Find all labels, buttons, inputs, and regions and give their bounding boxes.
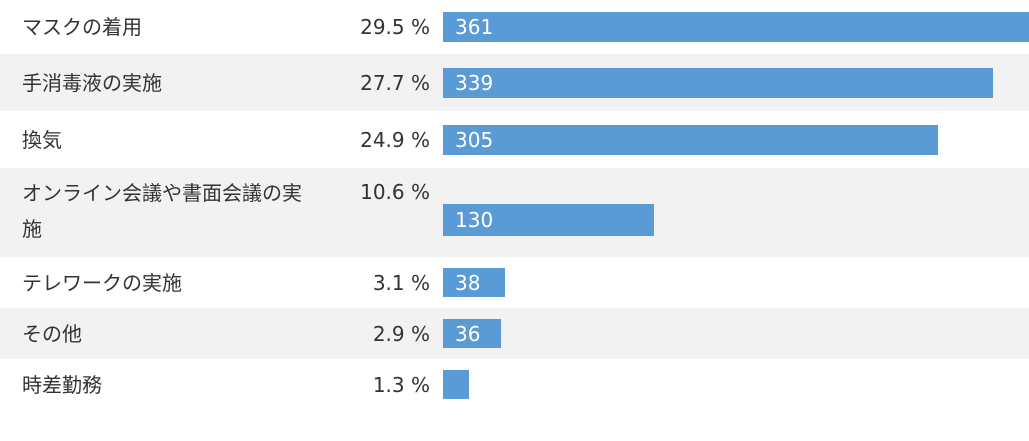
category-label: 手消毒液の実施 <box>22 71 162 95</box>
category-label: その他 <box>22 322 82 346</box>
bar <box>443 68 993 98</box>
percentage-label: 27.7 % <box>360 71 430 95</box>
bar <box>443 125 938 155</box>
percentage-label: 29.5 % <box>360 15 430 39</box>
category-label: オンライン会議や書面会議の実施 <box>22 181 302 241</box>
chart-row: マスクの着用 29.5 % 361 <box>0 0 1029 54</box>
chart-row: 換気 24.9 % 305 <box>0 111 1029 168</box>
value-label: 305 <box>455 128 494 152</box>
chart-row: テレワークの実施 3.1 % 38 <box>0 257 1029 308</box>
chart-row: 手消毒液の実施 27.7 % 339 <box>0 54 1029 111</box>
chart-row: オンライン会議や書面会議の実施 10.6 % 130 <box>0 168 1029 257</box>
value-label: 38 <box>455 271 481 295</box>
chart-row: 時差勤務 1.3 % <box>0 359 1029 410</box>
percentage-label: 3.1 % <box>372 271 430 295</box>
bar <box>443 204 654 236</box>
bar <box>443 268 505 297</box>
bar <box>443 12 1029 42</box>
value-label: 130 <box>455 208 494 232</box>
category-label: 時差勤務 <box>22 373 102 397</box>
value-label: 361 <box>455 15 494 39</box>
category-label: テレワークの実施 <box>22 271 182 295</box>
value-label: 36 <box>455 322 481 346</box>
bar <box>443 370 469 399</box>
category-label: 換気 <box>22 128 62 152</box>
percentage-label: 1.3 % <box>372 373 430 397</box>
percentage-label: 10.6 % <box>360 180 430 204</box>
value-label: 339 <box>455 71 494 95</box>
percentage-label: 24.9 % <box>360 128 430 152</box>
chart-row: その他 2.9 % 36 <box>0 308 1029 359</box>
percentage-label: 2.9 % <box>372 322 430 346</box>
category-label: マスクの着用 <box>22 15 142 39</box>
bar <box>443 319 501 348</box>
